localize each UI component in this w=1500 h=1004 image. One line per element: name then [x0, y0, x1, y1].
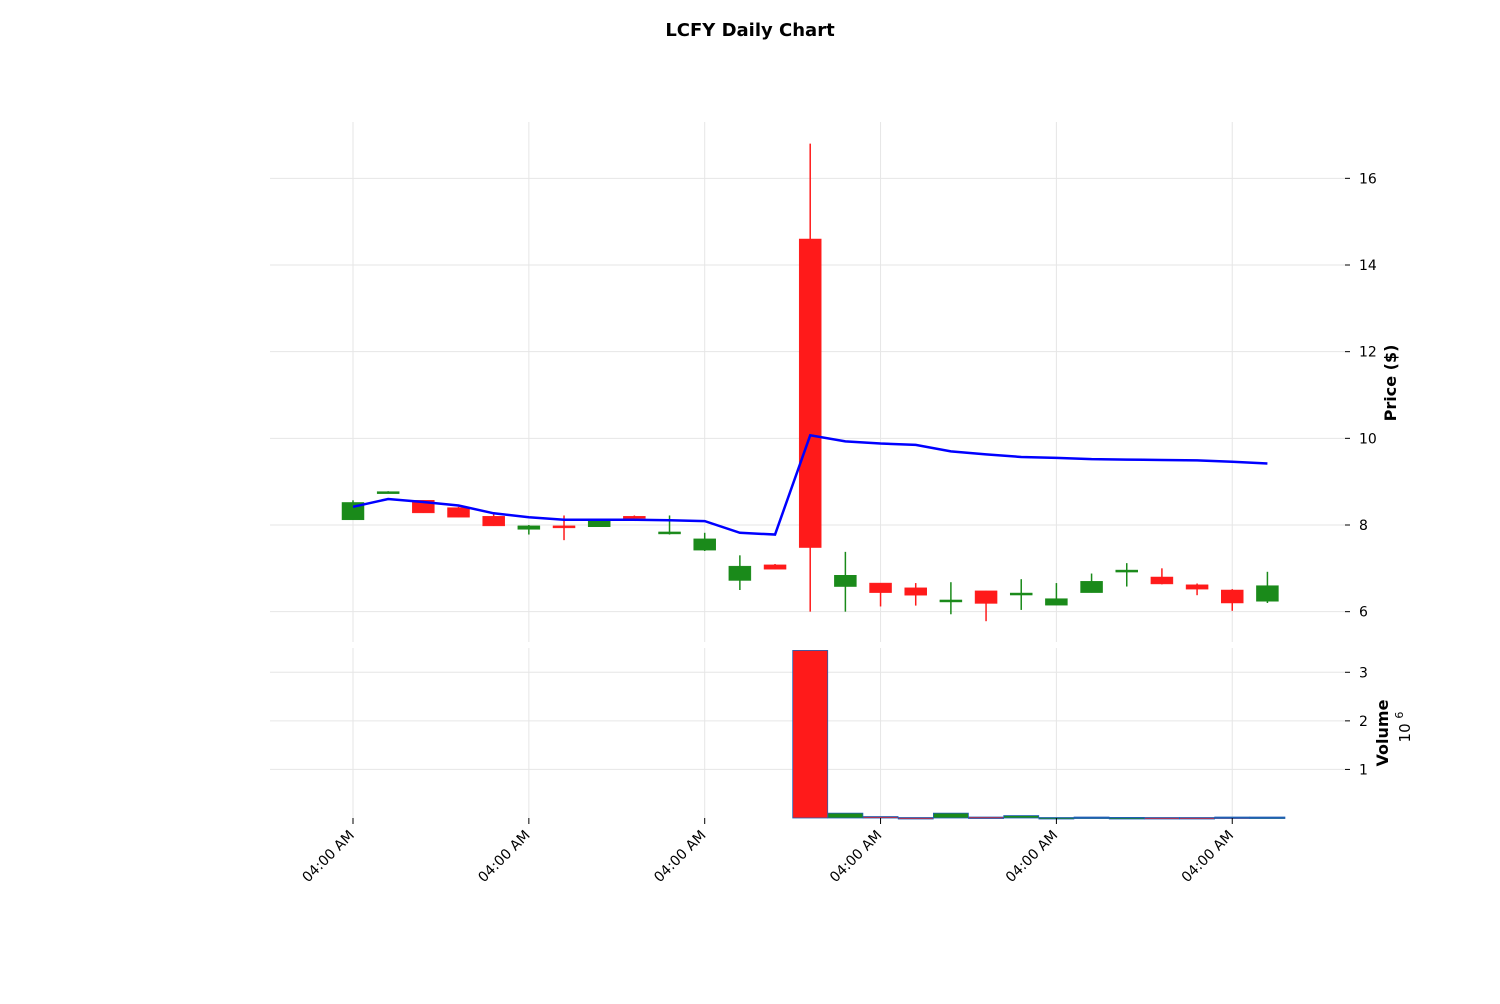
candle-body: [763, 564, 787, 570]
candle-body: [904, 587, 927, 596]
candle-body: [974, 590, 998, 604]
volume-axis-label: Volume: [1373, 699, 1392, 766]
price-vertical-gridlines: [352, 122, 1233, 642]
volume-scale-base: 10: [1396, 723, 1414, 742]
volume-vertical-gridlines: [352, 648, 1233, 818]
volume-bar: [897, 817, 934, 820]
price-tick-label: 16: [1359, 171, 1377, 187]
volume-bars: [792, 650, 1286, 820]
x-tick-label: 04:00 AM: [1179, 828, 1237, 886]
moving-average-line: [352, 433, 1268, 536]
price-axis-label: Price ($): [1381, 345, 1400, 422]
candle-body: [376, 491, 400, 494]
volume-bar: [1179, 817, 1215, 820]
candle-body: [1221, 589, 1244, 604]
volume-bar: [968, 816, 1004, 819]
candle-body: [517, 525, 541, 530]
candle-body: [939, 599, 963, 603]
candle-body: [834, 575, 857, 587]
candle-body: [1009, 592, 1033, 596]
candle-body: [658, 531, 681, 535]
chart-title: LCFY Daily Chart: [665, 20, 835, 41]
candle-body: [798, 238, 822, 548]
candle-body: [693, 538, 716, 551]
volume-tick-label: 2: [1359, 714, 1368, 730]
candle-body: [552, 525, 576, 529]
volume-bar: [862, 816, 899, 819]
volume-bar: [792, 650, 829, 819]
volume-panel: 1 2 3 Volume 10 6: [270, 648, 1414, 820]
price-tick-label: 8: [1359, 518, 1368, 534]
candle-body: [1080, 581, 1103, 593]
volume-bar: [1003, 815, 1040, 819]
price-tick-label: 10: [1359, 431, 1377, 447]
x-tick-label: 04:00 AM: [827, 828, 885, 886]
volume-scale-label: 10 6: [1393, 712, 1414, 743]
candle-body: [869, 582, 892, 593]
volume-tick-label: 1: [1359, 762, 1368, 778]
volume-bar: [1144, 817, 1180, 820]
volume-bar: [827, 812, 864, 819]
volume-bar: [932, 812, 969, 819]
volume-y-axis: 1 2 3: [1345, 665, 1368, 778]
x-tick-label: 04:00 AM: [651, 828, 709, 886]
candle-body: [1256, 585, 1279, 602]
price-y-axis: 6 8 10 12 14 16: [1345, 171, 1377, 621]
price-tick-label: 6: [1359, 605, 1368, 621]
candle-body: [1045, 598, 1068, 606]
candle-body: [1185, 584, 1209, 590]
candle-bodies: [341, 238, 1279, 606]
price-panel: 6 8 10 12 14 16 Price ($): [270, 122, 1400, 642]
candle-body: [1150, 576, 1174, 585]
price-tick-label: 14: [1359, 258, 1377, 274]
candle-body: [482, 516, 505, 527]
svg-text:10 6: 10 6: [1393, 712, 1414, 743]
x-axis: 04:00 AM 04:00 AM 04:00 AM 04:00 AM 04:00 AM…: [300, 818, 1237, 886]
price-tick-label: 12: [1359, 345, 1377, 361]
candle-body: [728, 565, 752, 581]
candle-body: [447, 507, 470, 518]
volume-scale-exponent: 6: [1393, 712, 1406, 719]
volume-tick-label: 3: [1359, 665, 1368, 681]
x-tick-label: 04:00 AM: [300, 828, 358, 886]
x-tick-label: 04:00 AM: [1003, 828, 1061, 886]
x-tick-label: 04:00 AM: [475, 828, 533, 886]
candle-body: [1115, 569, 1138, 573]
candle-body: [623, 516, 646, 519]
